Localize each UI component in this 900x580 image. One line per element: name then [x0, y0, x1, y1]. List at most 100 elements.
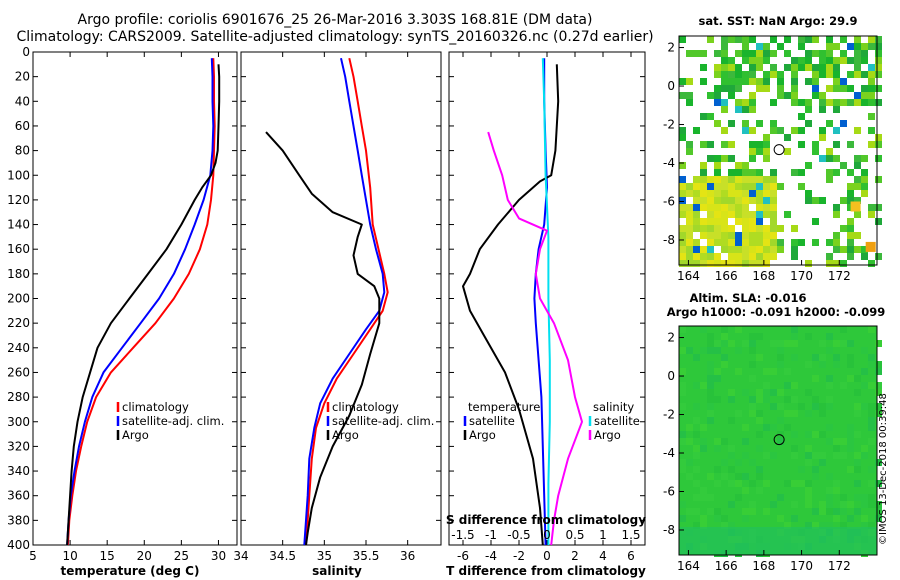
- sst-warm-patch-2: [865, 241, 876, 252]
- difference-series-s-satellite: [541, 58, 551, 545]
- sla_map-xtick-label: 170: [790, 559, 813, 573]
- temperature-ytick-label: 360: [7, 489, 30, 503]
- difference-xlabel: T difference from climatology: [446, 564, 646, 578]
- sst_map-xtick-label: 168: [752, 269, 775, 283]
- difference-series-s-argo: [487, 131, 583, 546]
- sst_map-frame: [678, 35, 878, 266]
- sst_map-ytick-label: -8: [663, 233, 675, 247]
- temperature-legend-1-label: satellite-adj. clim.: [122, 414, 224, 428]
- figure-title-line1: Argo profile: coriolis 6901676_25 26-Mar…: [77, 12, 593, 28]
- sla_map-ytick-label: -4: [663, 446, 675, 460]
- temperature-ytick-label: 340: [7, 464, 30, 478]
- temperature-ytick-label: 40: [15, 94, 30, 108]
- temperature-ytick-label: 100: [7, 168, 30, 182]
- sst_map-ytick-label: -4: [663, 156, 675, 170]
- sst_map-ytick-label: 0: [667, 79, 675, 93]
- temperature-legend-2-label: Argo: [122, 428, 149, 442]
- sla_map-xtick-label: 168: [752, 559, 775, 573]
- sla_map-raster: [679, 326, 882, 557]
- temperature-xtick-label: 5: [29, 549, 37, 563]
- temperature-ytick-label: 60: [15, 119, 30, 133]
- temperature-ytick-label: 300: [7, 415, 30, 429]
- temperature-series-climatology: [66, 58, 216, 546]
- sst_map-xtick-label: 172: [828, 269, 851, 283]
- temperature-ytick-label: 220: [7, 316, 30, 330]
- salinity-series-argo: [265, 131, 381, 546]
- temperature-xtick-label: 30: [211, 549, 226, 563]
- sla_map-argo-marker: [773, 434, 785, 446]
- temperature-ytick-label: 380: [7, 513, 30, 527]
- difference-legend-temperature-title: temperature: [468, 400, 540, 414]
- sst_map-xtick-label: 166: [715, 269, 738, 283]
- difference-xtick-label: 4: [599, 549, 607, 563]
- figure-title-line2: Climatology: CARS2009. Satellite-adjuste…: [16, 29, 654, 45]
- sla_map-ytick-label: -8: [663, 523, 675, 537]
- salinity-xtick-label: 34: [233, 549, 248, 563]
- difference-top-tick-label: 1: [599, 528, 607, 542]
- sla_map-xtick-label: 166: [715, 559, 738, 573]
- imos-stamp: ©IMOS 13-Dec-2018 00:39:48: [878, 393, 889, 545]
- difference-top-tick-label: -1: [485, 528, 497, 542]
- salinity-series-satellite-adj-clim-: [303, 57, 386, 546]
- temperature-series-satellite-adj-clim-: [66, 58, 215, 546]
- temperature-ytick-label: 160: [7, 242, 30, 256]
- sla-map-title: Altim. SLA: -0.016: [689, 291, 806, 305]
- difference-top-tick-label: 0.5: [565, 528, 584, 542]
- temperature-ytick-label: 260: [7, 365, 30, 379]
- difference-xtick-label: -6: [457, 549, 469, 563]
- difference-top-tick-label: 0: [543, 528, 551, 542]
- sla_map-ytick-label: 0: [667, 369, 675, 383]
- sst-warm-patch: [850, 201, 861, 212]
- difference-legend-salinity-title: salinity: [593, 400, 634, 414]
- temperature-ytick-label: 140: [7, 218, 30, 232]
- difference-legend-t-argo-label: Argo: [469, 428, 496, 442]
- sla-map-subtitle: Argo h1000: -0.091 h2000: -0.099: [667, 305, 886, 319]
- salinity-legend-1-label: satellite-adj. clim.: [332, 414, 434, 428]
- sst_map-xtick-label: 170: [790, 269, 813, 283]
- salinity-xtick-label: 35: [317, 549, 332, 563]
- salinity-xlabel: salinity: [312, 564, 362, 578]
- sla_map-ytick-label: 2: [667, 331, 675, 345]
- difference-legend-s-satellite-label: satellite: [594, 414, 640, 428]
- temperature-ytick-label: 0: [22, 45, 30, 59]
- difference-legend-s-argo-label: Argo: [594, 428, 621, 442]
- temperature-xtick-label: 15: [100, 549, 115, 563]
- temperature-ytick-label: 200: [7, 292, 30, 306]
- salinity-series-climatology: [305, 57, 389, 546]
- salinity-xtick-label: 35.5: [353, 549, 380, 563]
- difference-legend-t-satellite-label: satellite: [469, 414, 515, 428]
- sst_map-raster: [679, 36, 882, 267]
- sst_map-ytick-label: -6: [663, 194, 675, 208]
- sst_map-ytick-label: 2: [667, 41, 675, 55]
- sst_map-argo-marker: [773, 144, 785, 156]
- temperature-xtick-label: 10: [62, 549, 77, 563]
- sla_map-frame: [678, 325, 878, 556]
- sst_map-xtick-label: 164: [677, 269, 700, 283]
- difference-series-t-argo: [462, 64, 560, 546]
- temperature-xtick-label: 20: [137, 549, 152, 563]
- temperature-ytick-label: 80: [15, 144, 30, 158]
- difference-top-axis-label: S difference from climatology: [446, 513, 646, 527]
- difference-top-tick-label: -0.5: [507, 528, 530, 542]
- temperature-ytick-label: 120: [7, 193, 30, 207]
- difference-xtick-label: 6: [627, 549, 635, 563]
- sla_map-ytick-label: -6: [663, 484, 675, 498]
- sst_map-ytick-label: -2: [663, 118, 675, 132]
- temperature-xlabel: temperature (deg C): [61, 564, 200, 578]
- salinity-panel-frame: [240, 51, 442, 546]
- salinity-legend-2-label: Argo: [332, 428, 359, 442]
- difference-xtick-label: 2: [571, 549, 579, 563]
- sla_map-xtick-label: 164: [677, 559, 700, 573]
- temperature-ytick-label: 320: [7, 439, 30, 453]
- temperature-series-argo: [66, 64, 221, 546]
- salinity-xtick-label: 34.5: [269, 549, 296, 563]
- salinity-legend-0-label: climatology: [332, 400, 399, 414]
- temperature-ytick-label: 180: [7, 267, 30, 281]
- difference-xtick-label: -2: [513, 549, 525, 563]
- sst-map-title: sat. SST: NaN Argo: 29.9: [698, 14, 857, 28]
- difference-top-tick-label: 1.5: [621, 528, 640, 542]
- temperature-legend-0-label: climatology: [122, 400, 189, 414]
- sla_map-xtick-label: 172: [828, 559, 851, 573]
- temperature-ytick-label: 240: [7, 341, 30, 355]
